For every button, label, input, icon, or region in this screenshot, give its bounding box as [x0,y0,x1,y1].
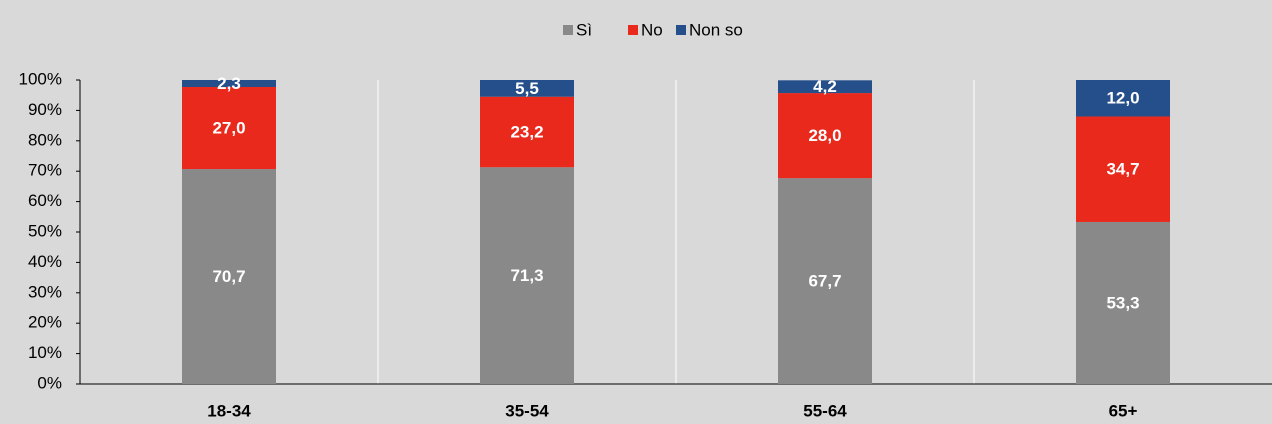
bar-segment [182,169,276,384]
value-label: 53,3 [1106,293,1139,312]
y-tick-label: 50% [28,221,62,240]
y-tick-label: 30% [28,282,62,301]
x-tick-label: 18-34 [207,401,251,420]
legend-swatch [628,25,638,35]
bar-segment [480,167,574,384]
y-tick-label: 0% [37,373,62,392]
legend-swatch [676,25,686,35]
value-label: 28,0 [808,126,841,145]
y-tick-label: 70% [28,161,62,180]
y-tick-label: 80% [28,130,62,149]
y-tick-label: 90% [28,100,62,119]
value-label: 2,3 [217,74,241,93]
value-label: 4,2 [813,77,837,96]
bar-segment [778,178,872,384]
value-label: 34,7 [1106,160,1139,179]
x-tick-label: 55-64 [803,401,847,420]
value-label: 71,3 [510,266,543,285]
value-label: 70,7 [212,267,245,286]
x-tick-label: 35-54 [505,401,549,420]
bar-segment [1076,221,1170,384]
bar-segment [480,96,574,168]
bar-segment [1076,80,1170,117]
legend-swatch [563,25,573,35]
legend-label: Non so [689,20,743,39]
bar-segment [778,93,872,179]
legend-label: Sì [576,20,592,39]
legend-label: No [641,20,663,39]
bar-segment [182,86,276,170]
bar-segment [778,80,872,94]
x-tick-label: 65+ [1109,401,1138,420]
bar-segment [182,80,276,87]
value-label: 5,5 [515,79,539,98]
y-tick-label: 10% [28,343,62,362]
y-tick-label: 60% [28,191,62,210]
value-label: 12,0 [1106,89,1139,108]
y-tick-label: 100% [19,69,62,88]
y-tick-label: 20% [28,313,62,332]
bar-segment [1076,116,1170,222]
value-label: 67,7 [808,272,841,291]
y-tick-label: 40% [28,252,62,271]
value-label: 23,2 [510,122,543,141]
value-label: 27,0 [212,119,245,138]
bar-segment [480,80,574,97]
